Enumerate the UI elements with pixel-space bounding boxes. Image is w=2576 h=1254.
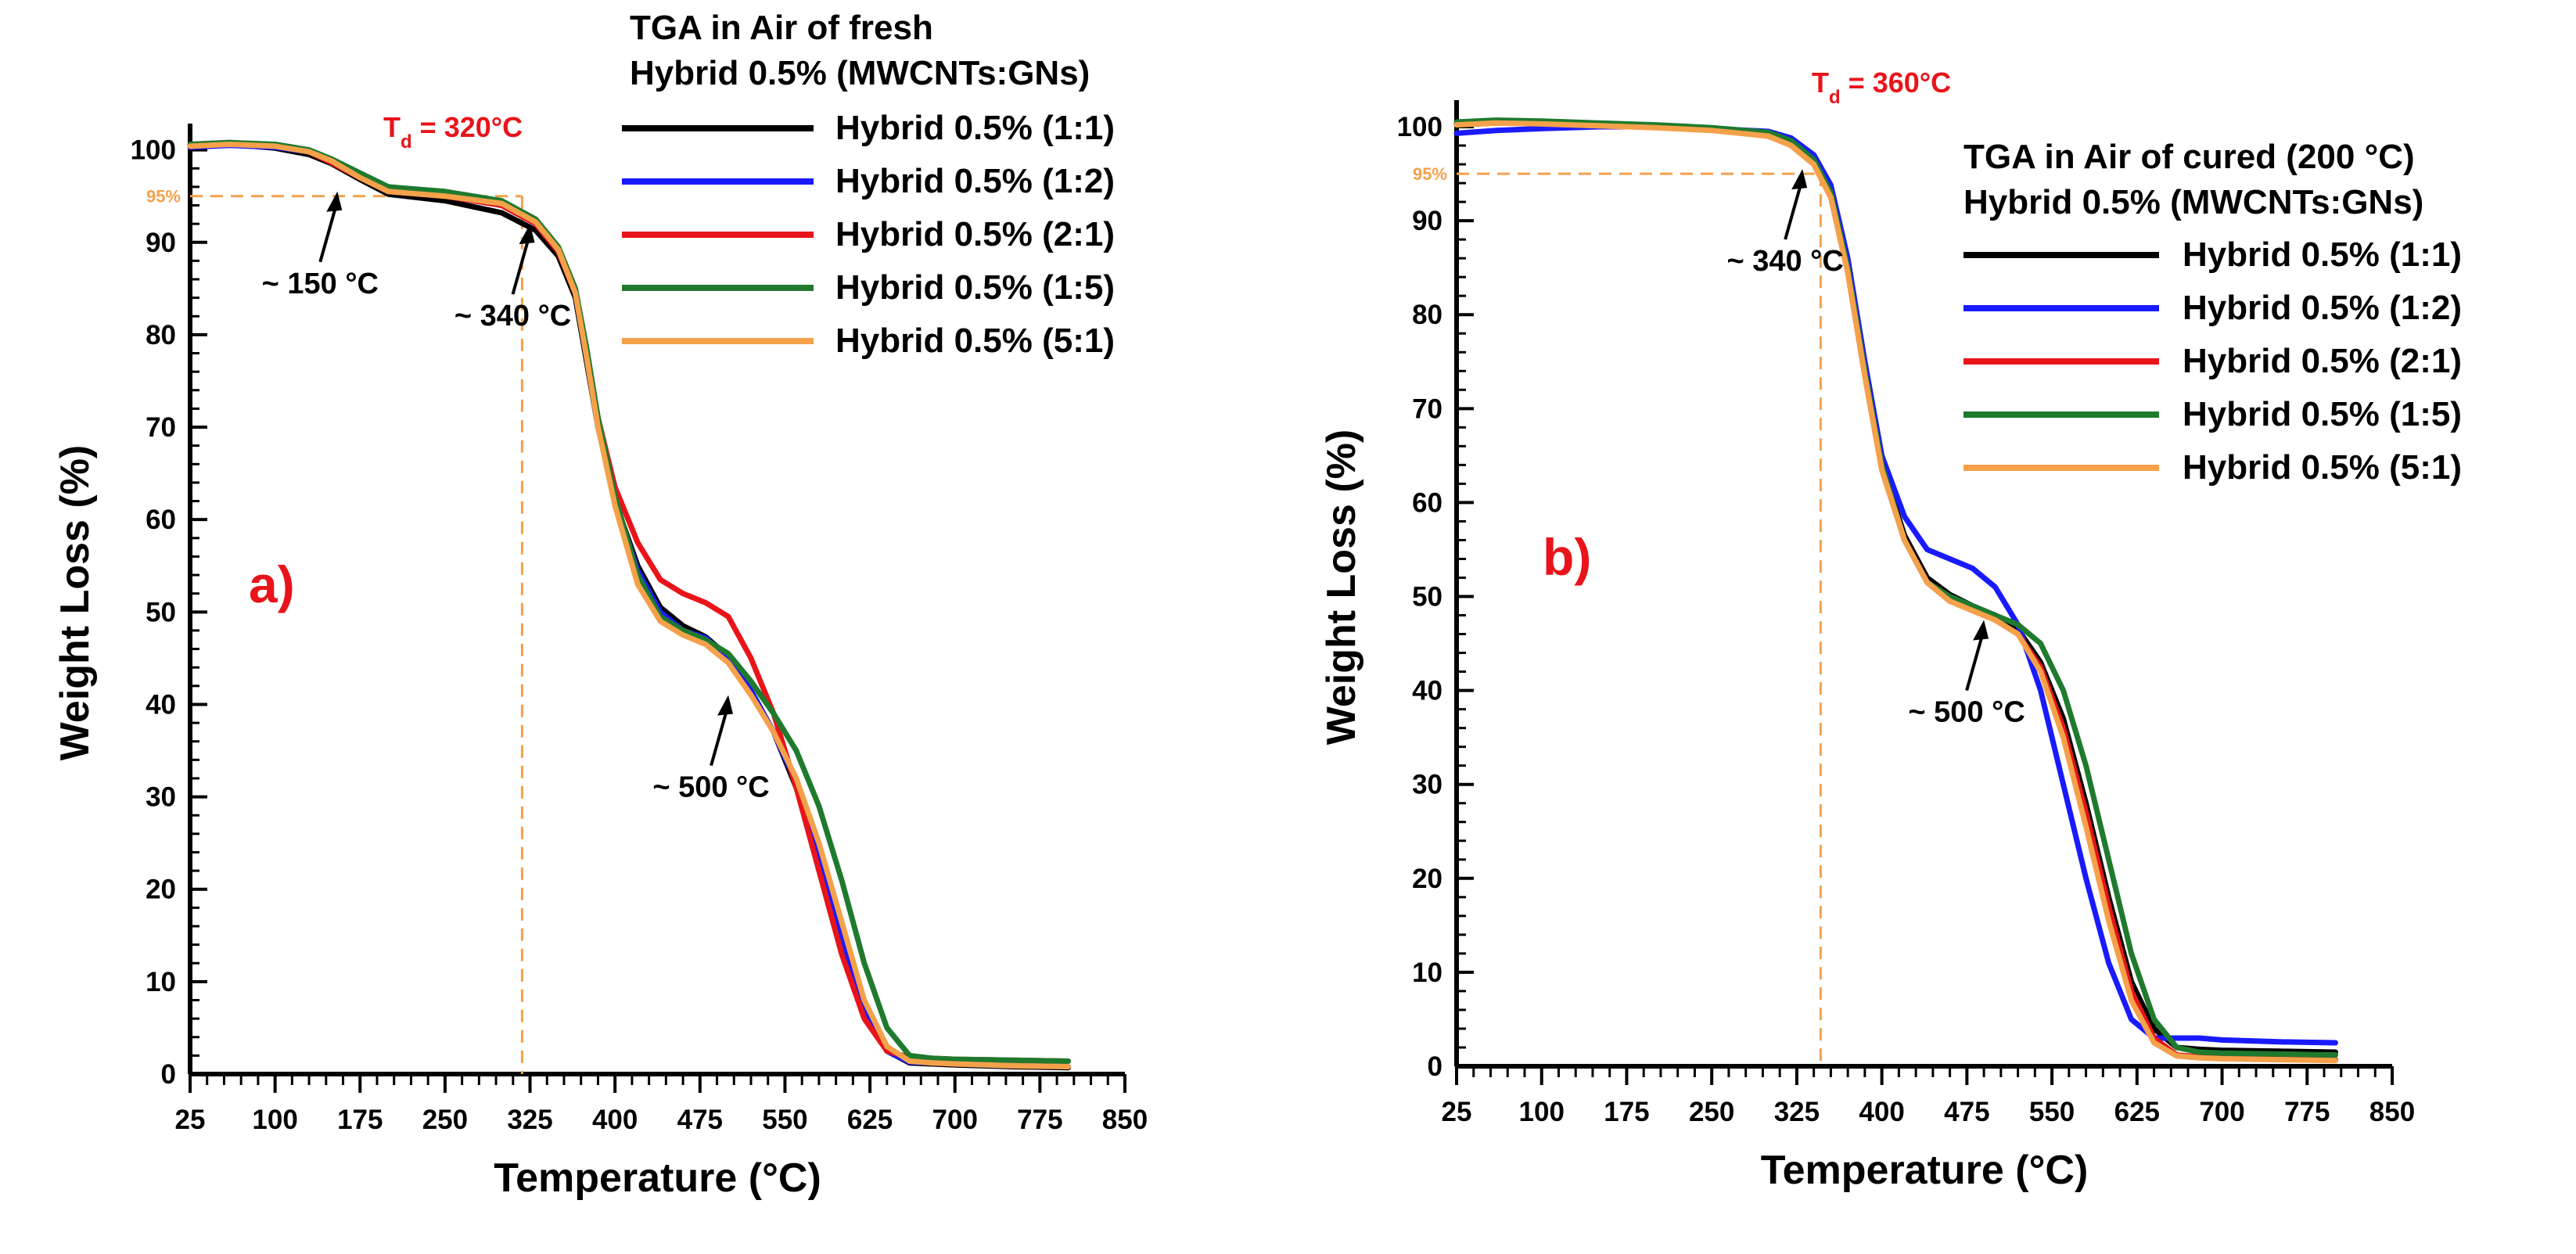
annotation-label: ~ 340 °C bbox=[1726, 245, 1843, 278]
series-line-s15 bbox=[187, 139, 1072, 1064]
y-tick-label: 60 bbox=[1412, 487, 1442, 518]
x-tick-label: 850 bbox=[1102, 1105, 1148, 1135]
annotation-arrowhead bbox=[519, 224, 535, 245]
x-tick-label: 700 bbox=[932, 1105, 978, 1135]
x-tick-label: 175 bbox=[1604, 1097, 1649, 1127]
legend-entry-label: Hybrid 0.5% (1:5) bbox=[2183, 395, 2462, 433]
x-tick-label: 25 bbox=[1442, 1097, 1472, 1127]
x-tick-label: 475 bbox=[677, 1105, 723, 1135]
y-tick-label: 90 bbox=[146, 228, 176, 258]
y-tick-label: 40 bbox=[1412, 676, 1442, 706]
legend-entry-label: Hybrid 0.5% (2:1) bbox=[2183, 342, 2462, 380]
x-axis-title: Temperature (°C) bbox=[1761, 1148, 2089, 1193]
y-tick-label: 60 bbox=[146, 505, 176, 535]
x-axis-title: Temperature (°C) bbox=[494, 1155, 821, 1201]
x-tick-label: 550 bbox=[2029, 1097, 2075, 1127]
annotation-arrowhead bbox=[717, 695, 734, 716]
x-tick-label: 625 bbox=[847, 1105, 893, 1135]
y-axis-title: Weight Loss (%) bbox=[1319, 429, 1364, 745]
chart-panel-b: 0 10 20 30 40 50 60 70 80 90 100 25 100 175 250 325 400 4… bbox=[1319, 66, 2462, 1193]
y-tick-label: 90 bbox=[1412, 206, 1442, 236]
td-label: Td = 320°C bbox=[383, 111, 523, 153]
y-tick-label: 80 bbox=[146, 320, 176, 350]
y-tick-label: 50 bbox=[146, 597, 176, 627]
x-tick-label: 400 bbox=[592, 1105, 638, 1135]
y-tick-label: 0 bbox=[161, 1059, 176, 1090]
x-tick-label: 550 bbox=[762, 1105, 807, 1135]
y-tick-label: 30 bbox=[146, 782, 176, 813]
chart-panel-a: 0 10 20 30 40 50 60 70 80 90 100 25 100 175 250 325 400 4… bbox=[52, 9, 1148, 1201]
panel-label: b) bbox=[1543, 528, 1591, 586]
legend-title: TGA in Air of fresh bbox=[630, 9, 933, 47]
x-tick-label: 625 bbox=[2114, 1097, 2160, 1127]
annotation-label: ~ 500 °C bbox=[652, 771, 769, 804]
x-tick-label: 475 bbox=[1944, 1097, 1989, 1127]
legend-entry-label: Hybrid 0.5% (1:2) bbox=[835, 162, 1115, 200]
series-line-s51 bbox=[1453, 120, 2338, 1064]
y-tick-label: 10 bbox=[1412, 958, 1442, 988]
y-axis-title: Weight Loss (%) bbox=[52, 445, 98, 760]
legend-subtitle: Hybrid 0.5% (MWCNTs:GNs) bbox=[1963, 183, 2423, 221]
annotation-arrowhead bbox=[1791, 169, 1808, 190]
y-tick-label: 70 bbox=[1412, 393, 1442, 424]
legend-title: TGA in Air of cured (200 °C) bbox=[1963, 138, 2415, 176]
legend-entry-label: Hybrid 0.5% (1:1) bbox=[2183, 235, 2462, 274]
annotation-arrow-line bbox=[1784, 178, 1805, 240]
x-tick-label: 400 bbox=[1859, 1097, 1904, 1127]
guide-label-95: 95% bbox=[1413, 164, 1447, 184]
y-tick-label: 100 bbox=[1397, 112, 1442, 142]
y-tick-label: 70 bbox=[146, 412, 176, 443]
legend-entry-label: Hybrid 0.5% (1:5) bbox=[835, 268, 1115, 307]
annotation-arrowhead bbox=[1973, 620, 1989, 641]
td-label: Td = 360°C bbox=[1812, 66, 1951, 108]
annotation-arrow-line bbox=[1965, 628, 1986, 692]
x-tick-label: 700 bbox=[2199, 1097, 2244, 1127]
x-tick-label: 325 bbox=[507, 1105, 552, 1135]
x-tick-label: 175 bbox=[337, 1105, 383, 1135]
y-tick-label: 100 bbox=[131, 135, 176, 166]
y-tick-label: 80 bbox=[1412, 300, 1442, 330]
legend-entry-label: Hybrid 0.5% (2:1) bbox=[835, 215, 1115, 253]
y-tick-label: 20 bbox=[146, 875, 176, 905]
legend-entry-label: Hybrid 0.5% (5:1) bbox=[835, 322, 1115, 360]
annotation-label: ~ 340 °C bbox=[454, 300, 571, 332]
x-tick-label: 775 bbox=[1017, 1105, 1062, 1135]
legend-entry-label: Hybrid 0.5% (5:1) bbox=[2183, 448, 2462, 487]
annotation-arrowhead bbox=[326, 191, 343, 212]
panel-label: a) bbox=[249, 555, 295, 613]
y-tick-label: 0 bbox=[1428, 1051, 1442, 1082]
legend-entry-label: Hybrid 0.5% (1:1) bbox=[835, 109, 1115, 147]
guide-label-95: 95% bbox=[146, 187, 181, 207]
y-tick-label: 50 bbox=[1412, 582, 1442, 613]
annotation-arrow-line bbox=[318, 200, 340, 263]
annotation-arrow-line bbox=[710, 704, 730, 767]
x-tick-label: 775 bbox=[2284, 1097, 2330, 1127]
legend-entry-label: Hybrid 0.5% (1:2) bbox=[2183, 289, 2462, 327]
x-tick-label: 250 bbox=[1689, 1097, 1734, 1127]
x-tick-label: 325 bbox=[1774, 1097, 1820, 1127]
annotation-label: ~ 150 °C bbox=[262, 268, 379, 300]
x-tick-label: 850 bbox=[2369, 1097, 2415, 1127]
y-tick-label: 10 bbox=[146, 967, 176, 997]
series-line-s51 bbox=[187, 142, 1072, 1069]
y-tick-label: 30 bbox=[1412, 770, 1442, 800]
x-tick-label: 250 bbox=[422, 1105, 468, 1135]
annotation-label: ~ 500 °C bbox=[1908, 696, 2025, 729]
y-tick-label: 20 bbox=[1412, 864, 1442, 894]
annotation-arrow-line bbox=[511, 232, 532, 295]
x-tick-label: 100 bbox=[1519, 1097, 1565, 1127]
x-tick-label: 25 bbox=[175, 1105, 206, 1135]
x-tick-label: 100 bbox=[252, 1105, 297, 1135]
y-tick-label: 40 bbox=[146, 689, 176, 720]
legend-subtitle: Hybrid 0.5% (MWCNTs:GNs) bbox=[630, 54, 1090, 92]
